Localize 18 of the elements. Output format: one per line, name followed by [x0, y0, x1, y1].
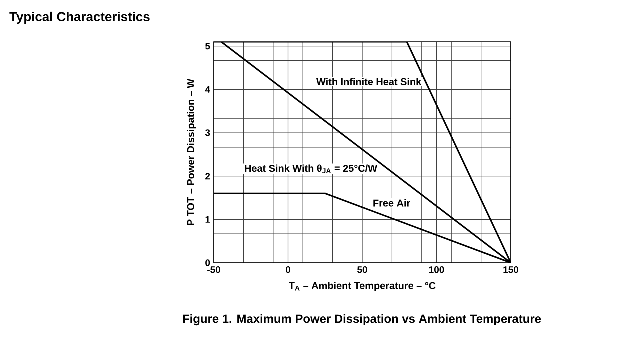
- y-tick-label: 4: [205, 86, 210, 93]
- x-tick-label: -50: [208, 266, 220, 274]
- series-label: Heat Sink With θ$_{JA}$ = 25°C/W: [245, 164, 378, 174]
- y-tick-label: 1: [206, 216, 210, 223]
- x-tick-label: 50: [358, 266, 368, 274]
- x-tick-label: 0: [286, 266, 290, 274]
- y-tick-label: 2: [206, 173, 210, 180]
- y-tick-label: 5: [206, 43, 210, 50]
- text: Typical Characteristics: [10, 12, 150, 24]
- caption: Figure 1. Maximum Power Dissipation vs Ambient Temperature: [183, 314, 542, 326]
- x-axis-title: T$_{A}$ – Ambient Temperature – °C: [289, 282, 436, 292]
- y-tick-label: 3: [205, 130, 210, 136]
- y-axis-title: P TOT – Power Dissipation – W: [187, 78, 196, 226]
- series-label: Free Air: [374, 200, 410, 207]
- x-tick-label: 100: [429, 266, 444, 274]
- series-label: With Infinite Heat Sink: [316, 78, 422, 86]
- y-tick-label: 0: [206, 260, 210, 266]
- x-tick-label: 150: [504, 266, 519, 274]
